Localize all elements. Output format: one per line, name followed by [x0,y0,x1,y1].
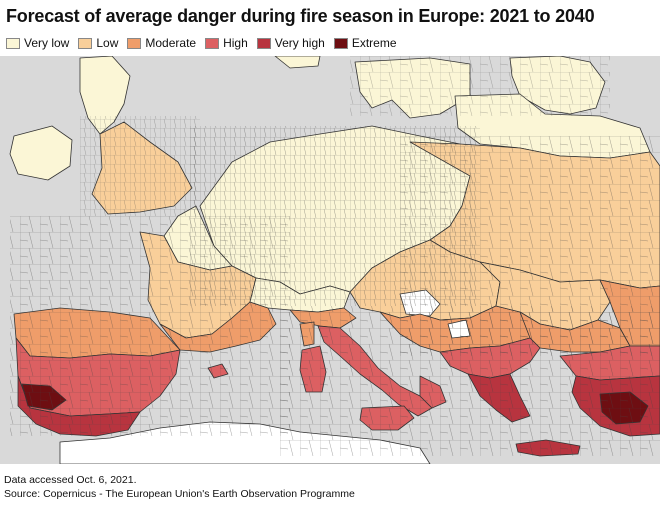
legend-label: Very low [24,36,70,50]
legend-item-high: High [205,36,248,50]
legend-swatch [256,37,271,49]
legend-label: Extreme [351,36,397,50]
legend-item-very-high: Very high [256,36,325,50]
footer: Data accessed Oct. 6, 2021. Source: Cope… [4,473,355,501]
legend-item-low: Low [78,36,118,50]
legend-swatch [205,37,220,49]
region-borders-south [280,306,660,456]
source-credit: Source: Copernicus - The European Union'… [4,488,355,500]
region-borders-west [10,216,290,436]
legend-item-moderate: Moderate [127,36,196,50]
region-ireland [9,125,73,181]
region-borders-britain [80,116,200,216]
legend-item-extreme: Extreme [333,36,397,50]
legend-swatch [6,37,20,49]
legend-label: Very high [274,36,325,50]
legend-swatch [127,37,142,49]
region-borders-scandinavia [350,56,610,116]
legend: Very low Low Moderate High Very high Ext… [6,36,397,50]
fire-danger-map [0,56,660,464]
data-note: Data accessed Oct. 6, 2021. [4,474,137,486]
legend-label: Moderate [145,36,197,50]
legend-item-very-low: Very low [6,36,69,50]
legend-label: High [223,36,248,50]
chart-title: Forecast of average danger during fire s… [6,6,595,26]
legend-swatch [333,37,348,49]
legend-label: Low [96,36,119,50]
legend-swatch [78,37,93,49]
region-norway-tip [274,56,321,69]
